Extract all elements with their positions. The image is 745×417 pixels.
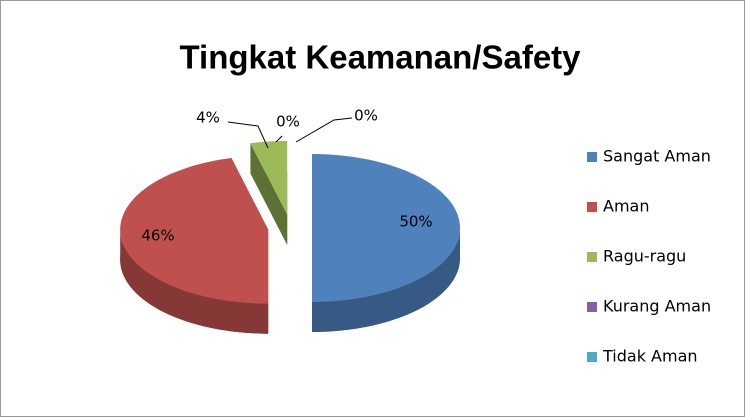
legend-label: Aman: [603, 197, 649, 216]
leader-line: [275, 135, 283, 143]
legend-swatch: [587, 302, 597, 312]
data-label: 50%: [399, 213, 432, 231]
chart-title: Tingkat Keamanan/Safety: [179, 39, 581, 76]
slice-side: [312, 228, 460, 332]
legend-label: Kurang Aman: [603, 297, 711, 316]
legend-label: Sangat Aman: [603, 147, 711, 166]
legend-swatch: [587, 352, 597, 362]
pie-slice: [250, 140, 288, 245]
pie-slice: [120, 158, 269, 334]
legend-label: Ragu-ragu: [603, 247, 686, 266]
leader-line: [295, 117, 353, 143]
data-label: 0%: [354, 107, 378, 125]
legend-swatch: [587, 152, 597, 162]
legend-swatch: [587, 252, 597, 262]
slice-wall: [250, 143, 288, 245]
slice-top: [312, 154, 460, 302]
data-label: 0%: [276, 113, 300, 131]
slice-side: [120, 229, 269, 334]
slice-top: [120, 158, 269, 304]
data-label: 46%: [141, 227, 174, 245]
leader-line: [227, 121, 269, 149]
legend-label: Tidak Aman: [602, 347, 698, 366]
slice-top: [250, 140, 288, 215]
data-label: 4%: [196, 109, 220, 127]
legend-swatch: [587, 202, 597, 212]
pie-slice: [312, 154, 460, 332]
